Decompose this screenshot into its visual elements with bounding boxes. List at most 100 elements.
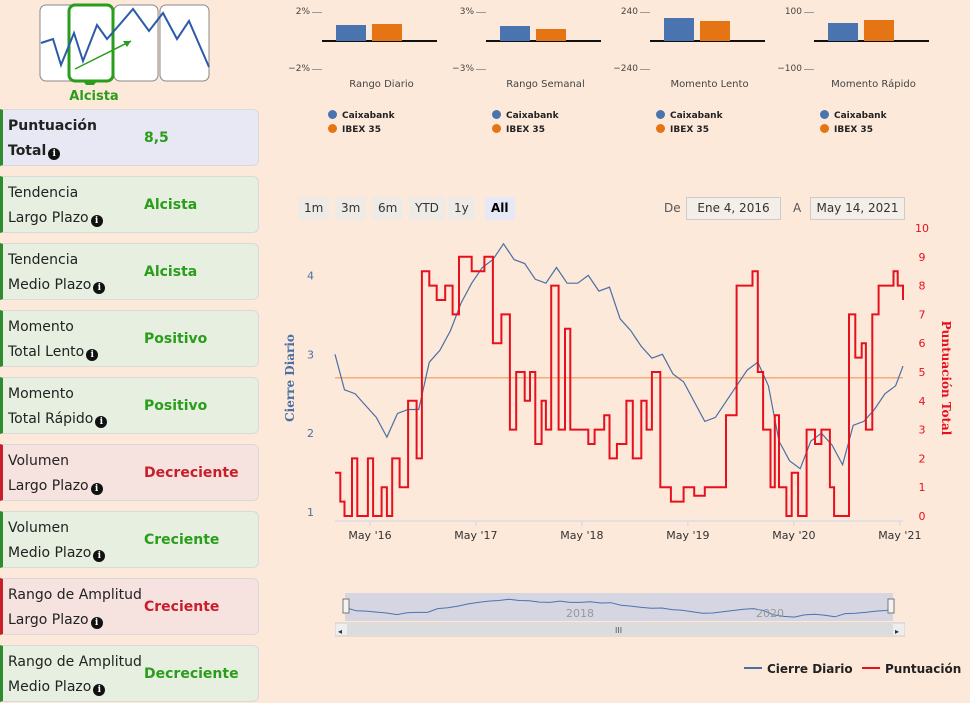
info-icon[interactable]: i: [90, 483, 103, 495]
info-icon[interactable]: i: [93, 550, 106, 562]
indicator-label-line2: Largo Plazo i: [8, 474, 148, 499]
mini-legend-label: Caixabank: [670, 111, 723, 121]
mini-y-tick: [476, 12, 486, 13]
indicator-label-text: Largo Plazo: [8, 612, 89, 628]
info-icon[interactable]: i: [86, 349, 99, 361]
indicator-label-line2: Largo Plazo i: [8, 608, 148, 633]
mini-y-tick: [804, 69, 814, 70]
mini-bar-chart[interactable]: 3% −3% Rango Semanal Caixabank IBEX 35: [448, 0, 613, 140]
date-to-label: A: [793, 201, 802, 215]
info-icon[interactable]: i: [95, 416, 108, 428]
legend-score-swatch: [862, 667, 880, 669]
info-icon[interactable]: i: [90, 215, 103, 227]
indicator-value: 8,5: [144, 130, 169, 146]
indicator-label-line2: Total Rápido i: [8, 407, 148, 432]
right-y-tick-label: 6: [919, 337, 926, 350]
indicator-card[interactable]: Tendencia Medio Plazo i Alcista: [0, 243, 259, 300]
navigator-left-handle[interactable]: [342, 598, 350, 614]
date-to-input[interactable]: May 14, 2021: [810, 197, 905, 220]
legend-price[interactable]: Cierre Diario: [744, 662, 853, 676]
indicator-label-line1: Rango de Amplitud: [8, 587, 142, 603]
legend-price-swatch: [744, 667, 762, 669]
indicator-label-line1: Volumen: [8, 520, 69, 536]
info-icon[interactable]: i: [93, 282, 106, 294]
mini-bar-chart[interactable]: 100 −100 Momento Rápido Caixabank IBEX 35: [776, 0, 941, 140]
indicator-label-line1: Momento: [8, 386, 74, 402]
mini-y-tick: [804, 12, 814, 13]
scroll-right-icon[interactable]: ▸: [895, 627, 899, 636]
range-button[interactable]: 3m: [335, 197, 367, 220]
info-icon[interactable]: i: [90, 617, 103, 629]
legend-dot-icon: [492, 110, 501, 119]
indicator-card[interactable]: Rango de Amplitud Medio Plazo i Decreciente: [0, 645, 259, 702]
mini-legend-item[interactable]: IBEX 35: [328, 124, 381, 135]
indicator-label-line1: Puntuación: [8, 118, 97, 134]
indicator-card[interactable]: Rango de Amplitud Largo Plazo i Creciente: [0, 578, 259, 635]
indicator-card[interactable]: Momento Total Rápido i Positivo: [0, 377, 259, 434]
right-y-tick-label: 2: [919, 452, 926, 465]
scrollbar-thumb[interactable]: [347, 624, 893, 635]
mini-bar-chart[interactable]: 240 −240 Momento Lento Caixabank IBEX 35: [612, 0, 777, 140]
mini-chart-title: Rango Semanal: [506, 79, 585, 90]
mini-y-tick: [476, 69, 486, 70]
mini-bar-chart[interactable]: 2% −2% Rango Diario Caixabank IBEX 35: [284, 0, 449, 140]
legend-score[interactable]: Puntuación: [862, 662, 961, 676]
mini-legend-item[interactable]: IBEX 35: [820, 124, 873, 135]
info-icon[interactable]: i: [93, 684, 106, 696]
indicator-label: Volumen Medio Plazo i: [8, 516, 148, 566]
indicator-card[interactable]: Momento Total Lento i Positivo: [0, 310, 259, 367]
date-from-input[interactable]: Ene 4, 2016: [686, 197, 781, 220]
indicator-value: Creciente: [144, 532, 220, 548]
left-y-tick-label: 3: [307, 348, 314, 361]
x-tick-label: May '17: [454, 529, 497, 542]
mini-zero-line: [650, 40, 765, 42]
mini-zero-line: [322, 40, 437, 42]
indicator-label-line1: Rango de Amplitud: [8, 654, 142, 670]
indicator-value: Positivo: [144, 331, 208, 347]
legend-dot-icon: [656, 124, 665, 133]
mini-legend-item[interactable]: Caixabank: [656, 110, 723, 121]
indicator-card[interactable]: Puntuación Total i 8,5: [0, 109, 259, 166]
mini-legend-item[interactable]: Caixabank: [820, 110, 887, 121]
x-tick-label: May '18: [560, 529, 603, 542]
price-score-chart[interactable]: May '16 May '17 May '18 May '19 May '20 May '…: [280, 222, 970, 552]
range-button[interactable]: 6m: [372, 197, 404, 220]
indicator-card[interactable]: Volumen Medio Plazo i Creciente: [0, 511, 259, 568]
mini-legend-label: IBEX 35: [506, 125, 545, 135]
indicator-label-text: Total Lento: [8, 344, 85, 360]
range-button[interactable]: All: [485, 197, 515, 220]
indicator-label: Rango de Amplitud Medio Plazo i: [8, 650, 148, 700]
indicator-card[interactable]: Tendencia Largo Plazo i Alcista: [0, 176, 259, 233]
indicator-card[interactable]: Volumen Largo Plazo i Decreciente: [0, 444, 259, 501]
trend-logo: [39, 3, 210, 85]
navigator-window[interactable]: [345, 593, 893, 621]
scroll-left-icon[interactable]: ◂: [338, 627, 342, 636]
indicator-label-line2: Medio Plazo i: [8, 675, 148, 700]
indicator-label-text: Total: [8, 143, 47, 159]
mini-bar-caixabank: [664, 17, 694, 41]
indicator-label-line2: Largo Plazo i: [8, 206, 148, 231]
indicator-value: Decreciente: [144, 465, 239, 481]
indicator-label-line2: Total i: [8, 139, 148, 164]
chart-navigator[interactable]: 2018 2020 ◂ ▸ III: [335, 592, 905, 638]
left-y-tick-label: 1: [307, 506, 314, 519]
right-y-tick-label: 7: [919, 308, 926, 321]
indicator-label: Tendencia Largo Plazo i: [8, 181, 148, 231]
navigator-right-handle[interactable]: [887, 598, 895, 614]
trend-logo-label: Alcista: [69, 89, 119, 104]
mini-legend-item[interactable]: IBEX 35: [492, 124, 545, 135]
mini-bar-caixabank: [336, 24, 366, 41]
legend-dot-icon: [820, 110, 829, 119]
info-icon[interactable]: i: [48, 148, 61, 160]
mini-legend-item[interactable]: Caixabank: [328, 110, 395, 121]
indicator-label: Rango de Amplitud Largo Plazo i: [8, 583, 148, 633]
mini-legend-item[interactable]: Caixabank: [492, 110, 559, 121]
range-button[interactable]: 1m: [298, 197, 330, 220]
range-button[interactable]: 1y: [448, 197, 475, 220]
mini-y-min-label: −2%: [288, 64, 310, 74]
right-y-tick-label: 3: [919, 424, 926, 437]
indicator-label: Volumen Largo Plazo i: [8, 449, 148, 499]
legend-dot-icon: [328, 110, 337, 119]
mini-legend-item[interactable]: IBEX 35: [656, 124, 709, 135]
range-button[interactable]: YTD: [409, 197, 445, 220]
